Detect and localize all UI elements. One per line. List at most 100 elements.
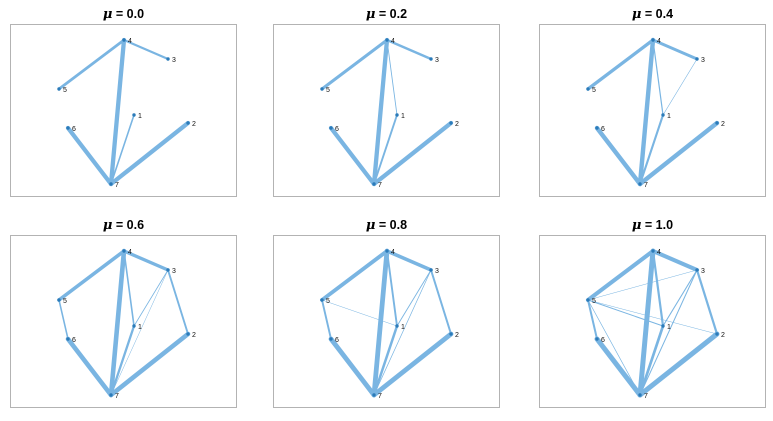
node-label-1: 1 [138, 324, 142, 331]
edge-3-1 [396, 269, 432, 327]
node-label-2: 2 [455, 332, 459, 339]
node-6 [595, 337, 599, 341]
node-4 [122, 38, 126, 42]
node-label-5: 5 [592, 298, 596, 305]
axes-frame: 1 2 3 4 5 6 7 [539, 235, 766, 408]
node-label-2: 2 [192, 121, 196, 128]
edge-3-2 [695, 268, 719, 336]
title-value: = 0.0 [112, 7, 145, 21]
node-label-4: 4 [391, 249, 395, 256]
edge-3-2 [430, 269, 452, 335]
edge-4-1 [386, 39, 398, 116]
node-4 [122, 249, 126, 253]
node-1 [132, 324, 136, 328]
panel-mu-1.0: μ = 1.0 1 2 3 4 5 6 7 [539, 216, 766, 408]
node-7 [372, 182, 376, 186]
node-label-6: 6 [72, 337, 76, 344]
edge-4-7 [108, 37, 127, 187]
edge-6-7 [328, 336, 377, 398]
edge-4-3 [122, 38, 170, 61]
node-3 [695, 268, 699, 272]
title-value: = 0.8 [375, 218, 408, 232]
edge-4-5 [57, 38, 126, 91]
node-2 [449, 121, 453, 125]
node-6 [595, 126, 599, 130]
node-2 [449, 332, 453, 336]
panel-title: μ = 0.6 [10, 216, 237, 235]
panel-mu-0.6: μ = 0.6 1 2 3 4 5 6 7 [10, 216, 237, 408]
edge-4-3 [385, 38, 433, 61]
edge-1-7 [109, 324, 136, 397]
edge-4-7 [637, 37, 656, 187]
node-label-7: 7 [115, 393, 119, 400]
node-label-3: 3 [701, 57, 705, 64]
node-2 [186, 121, 190, 125]
node-2 [715, 121, 719, 125]
node-label-5: 5 [63, 87, 67, 94]
node-5 [586, 87, 590, 91]
edge-5-6 [587, 299, 598, 340]
node-7 [638, 393, 642, 397]
node-label-6: 6 [601, 337, 605, 344]
network-graph: 1 2 3 4 5 6 7 [585, 248, 725, 400]
panel-mu-0.4: μ = 0.4 1 2 3 4 5 6 7 [539, 5, 766, 197]
node-label-2: 2 [721, 121, 725, 128]
panel-title: μ = 0.0 [10, 5, 237, 24]
edge-5-6 [321, 299, 332, 340]
node-3 [429, 268, 433, 272]
edge-4-3 [385, 249, 433, 272]
edge-4-7 [108, 248, 127, 398]
edge-3-1 [662, 269, 698, 327]
title-value: = 0.2 [375, 7, 408, 21]
network-graph: 1 2 3 4 5 6 7 [57, 248, 196, 400]
node-label-2: 2 [721, 332, 725, 339]
node-label-7: 7 [378, 393, 382, 400]
axes-frame: 1 2 3 4 5 6 7 [273, 24, 500, 197]
network-graph: 1 2 3 4 5 6 7 [320, 37, 459, 189]
node-label-2: 2 [455, 121, 459, 128]
node-label-4: 4 [128, 249, 132, 256]
edge-5-3 [587, 269, 698, 301]
panel-mu-0.8: μ = 0.8 1 2 3 4 5 6 7 [273, 216, 500, 408]
node-5 [320, 298, 324, 302]
node-5 [586, 298, 590, 302]
panel-title: μ = 0.2 [273, 5, 500, 24]
edge-2-7 [108, 331, 191, 398]
mu-symbol: μ [365, 7, 376, 22]
mu-symbol: μ [102, 218, 113, 233]
edge-1-7 [110, 114, 135, 185]
edge-4-7 [371, 37, 390, 187]
node-label-4: 4 [391, 38, 395, 45]
network-graph: 1 2 3 4 5 6 7 [320, 248, 459, 400]
edge-3-7 [639, 269, 698, 396]
mu-symbol: μ [631, 7, 642, 22]
node-3 [429, 57, 433, 61]
node-1 [132, 113, 136, 117]
edge-4-3 [651, 38, 699, 61]
panel-title: μ = 0.8 [273, 216, 500, 235]
edge-4-5 [320, 38, 389, 91]
node-label-4: 4 [657, 249, 661, 256]
node-label-4: 4 [128, 38, 132, 45]
edge-6-7 [594, 125, 643, 187]
node-7 [109, 182, 113, 186]
node-3 [166, 57, 170, 61]
network-graph: 1 2 3 4 5 6 7 [586, 37, 725, 189]
node-label-3: 3 [701, 268, 705, 275]
node-label-5: 5 [592, 87, 596, 94]
node-label-5: 5 [63, 298, 67, 305]
node-1 [395, 113, 399, 117]
node-6 [66, 337, 70, 341]
node-label-3: 3 [172, 268, 176, 275]
node-label-1: 1 [401, 113, 405, 120]
node-1 [395, 324, 399, 328]
edge-3-1 [662, 58, 698, 116]
node-3 [166, 268, 170, 272]
edge-4-5 [586, 38, 655, 91]
edge-4-3 [650, 248, 700, 273]
node-label-3: 3 [172, 57, 176, 64]
edge-4-5 [57, 249, 126, 302]
node-7 [109, 393, 113, 397]
edge-3-1 [133, 269, 169, 327]
